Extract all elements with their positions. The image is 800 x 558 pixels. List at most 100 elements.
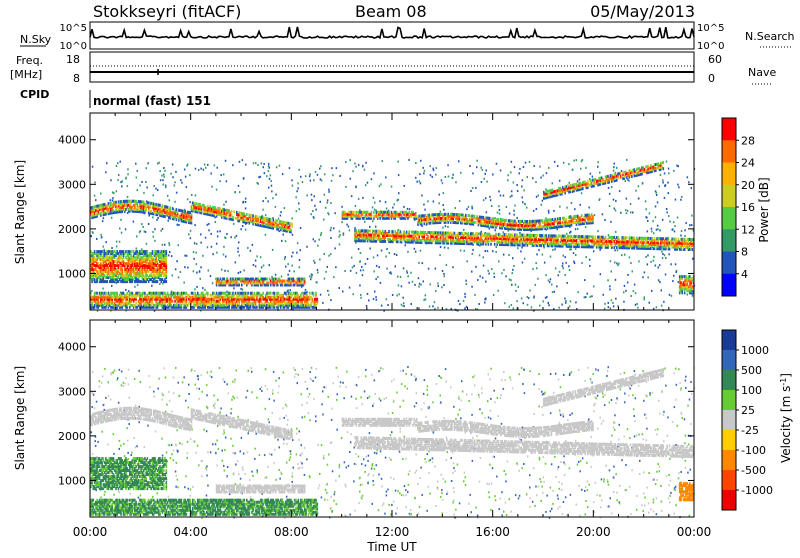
- heatmap-cell: [635, 304, 637, 306]
- heatmap-cell: [366, 305, 368, 307]
- heatmap-cell: [208, 270, 210, 272]
- heatmap-cell: [235, 261, 237, 263]
- heatmap-cell: [545, 188, 547, 190]
- heatmap-cell: [512, 257, 514, 259]
- heatmap-cell: [164, 244, 166, 246]
- heatmap-cell: [289, 289, 291, 291]
- heatmap-cell: [375, 278, 377, 280]
- heatmap-cell: [255, 162, 257, 164]
- heatmap-cell: [533, 296, 535, 298]
- heatmap-cell: [495, 251, 497, 253]
- station-title: Stokkseyri (fitACF): [93, 2, 241, 21]
- heatmap-cell: [240, 288, 242, 290]
- heatmap-cell: [350, 178, 352, 180]
- heatmap-cell: [178, 224, 180, 226]
- heatmap-cell: [231, 210, 233, 213]
- heatmap-cell: [519, 168, 521, 170]
- heatmap-cell: [496, 246, 498, 248]
- heatmap-cell: [146, 243, 148, 245]
- heatmap-cell: [632, 270, 634, 272]
- heatmap-cell: [191, 213, 193, 216]
- heatmap-cell: [445, 176, 447, 178]
- heatmap-cell: [687, 294, 689, 296]
- heatmap-cell: [550, 256, 552, 258]
- heatmap-cell: [328, 189, 330, 191]
- heatmap-cell: [169, 199, 171, 201]
- heatmap-cell: [647, 220, 649, 222]
- heatmap-cell: [616, 262, 618, 264]
- heatmap-cell: [156, 219, 158, 221]
- heatmap-cell: [365, 263, 367, 265]
- heatmap-cell: [442, 204, 444, 206]
- heatmap-cell: [398, 192, 400, 194]
- heatmap-cell: [379, 185, 381, 187]
- heatmap-cell: [371, 211, 373, 214]
- heatmap-cell: [538, 249, 540, 251]
- heatmap-cell: [200, 278, 202, 280]
- heatmap-cell: [472, 249, 474, 251]
- heatmap-cell: [516, 184, 518, 186]
- heatmap-cell: [139, 184, 141, 186]
- heatmap-cell: [503, 254, 505, 256]
- heatmap-cell: [327, 212, 329, 214]
- heatmap-cell: [152, 216, 154, 218]
- heatmap-cell: [255, 260, 257, 262]
- heatmap-cell: [614, 249, 616, 251]
- heatmap-cell: [668, 215, 670, 217]
- heatmap-cell: [291, 255, 293, 257]
- heatmap-cell: [464, 307, 466, 309]
- heatmap-cell: [271, 190, 273, 192]
- heatmap-cell: [401, 285, 403, 287]
- heatmap-cell: [121, 185, 123, 187]
- heatmap-cell: [355, 166, 357, 168]
- heatmap-cell: [536, 253, 538, 255]
- heatmap-cell: [447, 226, 449, 228]
- heatmap-cell: [493, 294, 495, 296]
- heatmap-cell: [398, 284, 400, 286]
- heatmap-cell: [295, 196, 297, 198]
- heatmap-cell: [494, 276, 496, 278]
- heatmap-cell: [482, 169, 484, 171]
- heatmap-cell: [257, 164, 259, 166]
- heatmap-cell: [314, 240, 316, 242]
- heatmap-cell: [234, 237, 236, 239]
- heatmap-cell: [587, 180, 589, 183]
- heatmap-cell: [501, 272, 503, 274]
- heatmap-cell: [291, 179, 293, 181]
- heatmap-cell: [207, 224, 209, 226]
- heatmap-cell: [665, 184, 667, 186]
- heatmap-cell: [647, 254, 649, 256]
- heatmap-cell: [508, 254, 510, 256]
- heatmap-cell: [609, 193, 611, 195]
- heatmap-cell: [656, 192, 658, 194]
- heatmap-cell: [642, 182, 644, 184]
- heatmap-cell: [493, 273, 495, 275]
- heatmap-cell: [623, 291, 625, 293]
- heatmap-cell: [445, 225, 447, 227]
- heatmap-cell: [573, 160, 575, 162]
- heatmap-cell: [163, 167, 165, 169]
- heatmap-cell: [472, 207, 474, 209]
- heatmap-cell: [210, 173, 212, 175]
- heatmap-cell: [334, 212, 336, 214]
- heatmap-cell: [524, 203, 526, 205]
- heatmap-cell: [355, 205, 357, 207]
- heatmap-cell: [563, 162, 565, 164]
- heatmap-cell: [200, 266, 202, 268]
- heatmap-cell: [538, 195, 540, 197]
- heatmap-cell: [136, 177, 138, 179]
- heatmap-cell: [441, 286, 443, 288]
- heatmap-cell: [492, 174, 494, 176]
- heatmap-cell: [577, 180, 579, 182]
- heatmap-cell: [364, 169, 366, 171]
- heatmap-cell: [341, 206, 343, 208]
- heatmap-cell: [378, 266, 380, 268]
- heatmap-cell: [92, 232, 94, 234]
- heatmap-cell: [672, 280, 674, 282]
- heatmap-cell: [245, 164, 247, 166]
- heatmap-cell: [523, 302, 525, 304]
- heatmap-cell: [311, 199, 313, 201]
- heatmap-cell: [327, 290, 329, 292]
- heatmap-cell: [284, 258, 286, 260]
- heatmap-cell: [645, 256, 647, 258]
